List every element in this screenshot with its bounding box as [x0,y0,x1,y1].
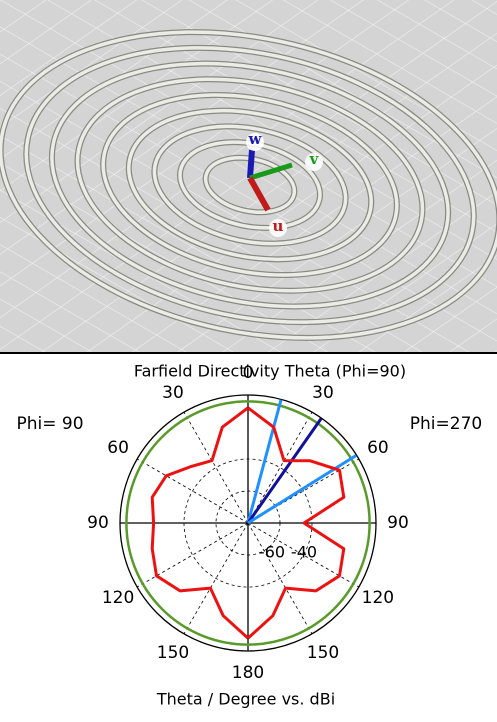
theta-tick-label: 150 [157,643,189,663]
axis-label: v [309,150,320,168]
axis-label: w [248,130,263,148]
theta-tick-label: 120 [102,588,134,608]
chart-title: Farfield Directivity Theta (Phi=90) [134,362,406,381]
theta-tick-label: 90 [387,513,409,533]
page: {"scene": {"axes": {"w": "w", "v": "v", … [0,0,497,722]
theta-tick-label: 60 [107,438,129,458]
r-tick-label: -60 [259,543,285,562]
axis-label: u [273,217,284,235]
right-label: Phi=270 [410,414,482,434]
theta-tick-label: 30 [312,383,334,403]
x-axis-label: Theta / Degree vs. dBi [156,690,335,709]
theta-tick-label: 180 [232,663,264,683]
theta-tick-label: 150 [307,643,339,663]
theta-tick-label: 30 [162,383,184,403]
theta-tick-label: 120 [362,588,394,608]
grid-line [184,412,248,523]
chart: Farfield Directivity Theta (Phi=90) Phi=… [0,352,497,722]
grid-line [248,412,312,523]
axis-w [250,150,252,178]
left-label: Phi= 90 [16,414,83,434]
theta-tick-label: 0 [243,363,254,383]
model-view: w v u [0,0,497,352]
theta-tick-label: 60 [367,438,389,458]
r-tick-label: -40 [291,543,317,562]
theta-tick-label: 90 [87,513,109,533]
